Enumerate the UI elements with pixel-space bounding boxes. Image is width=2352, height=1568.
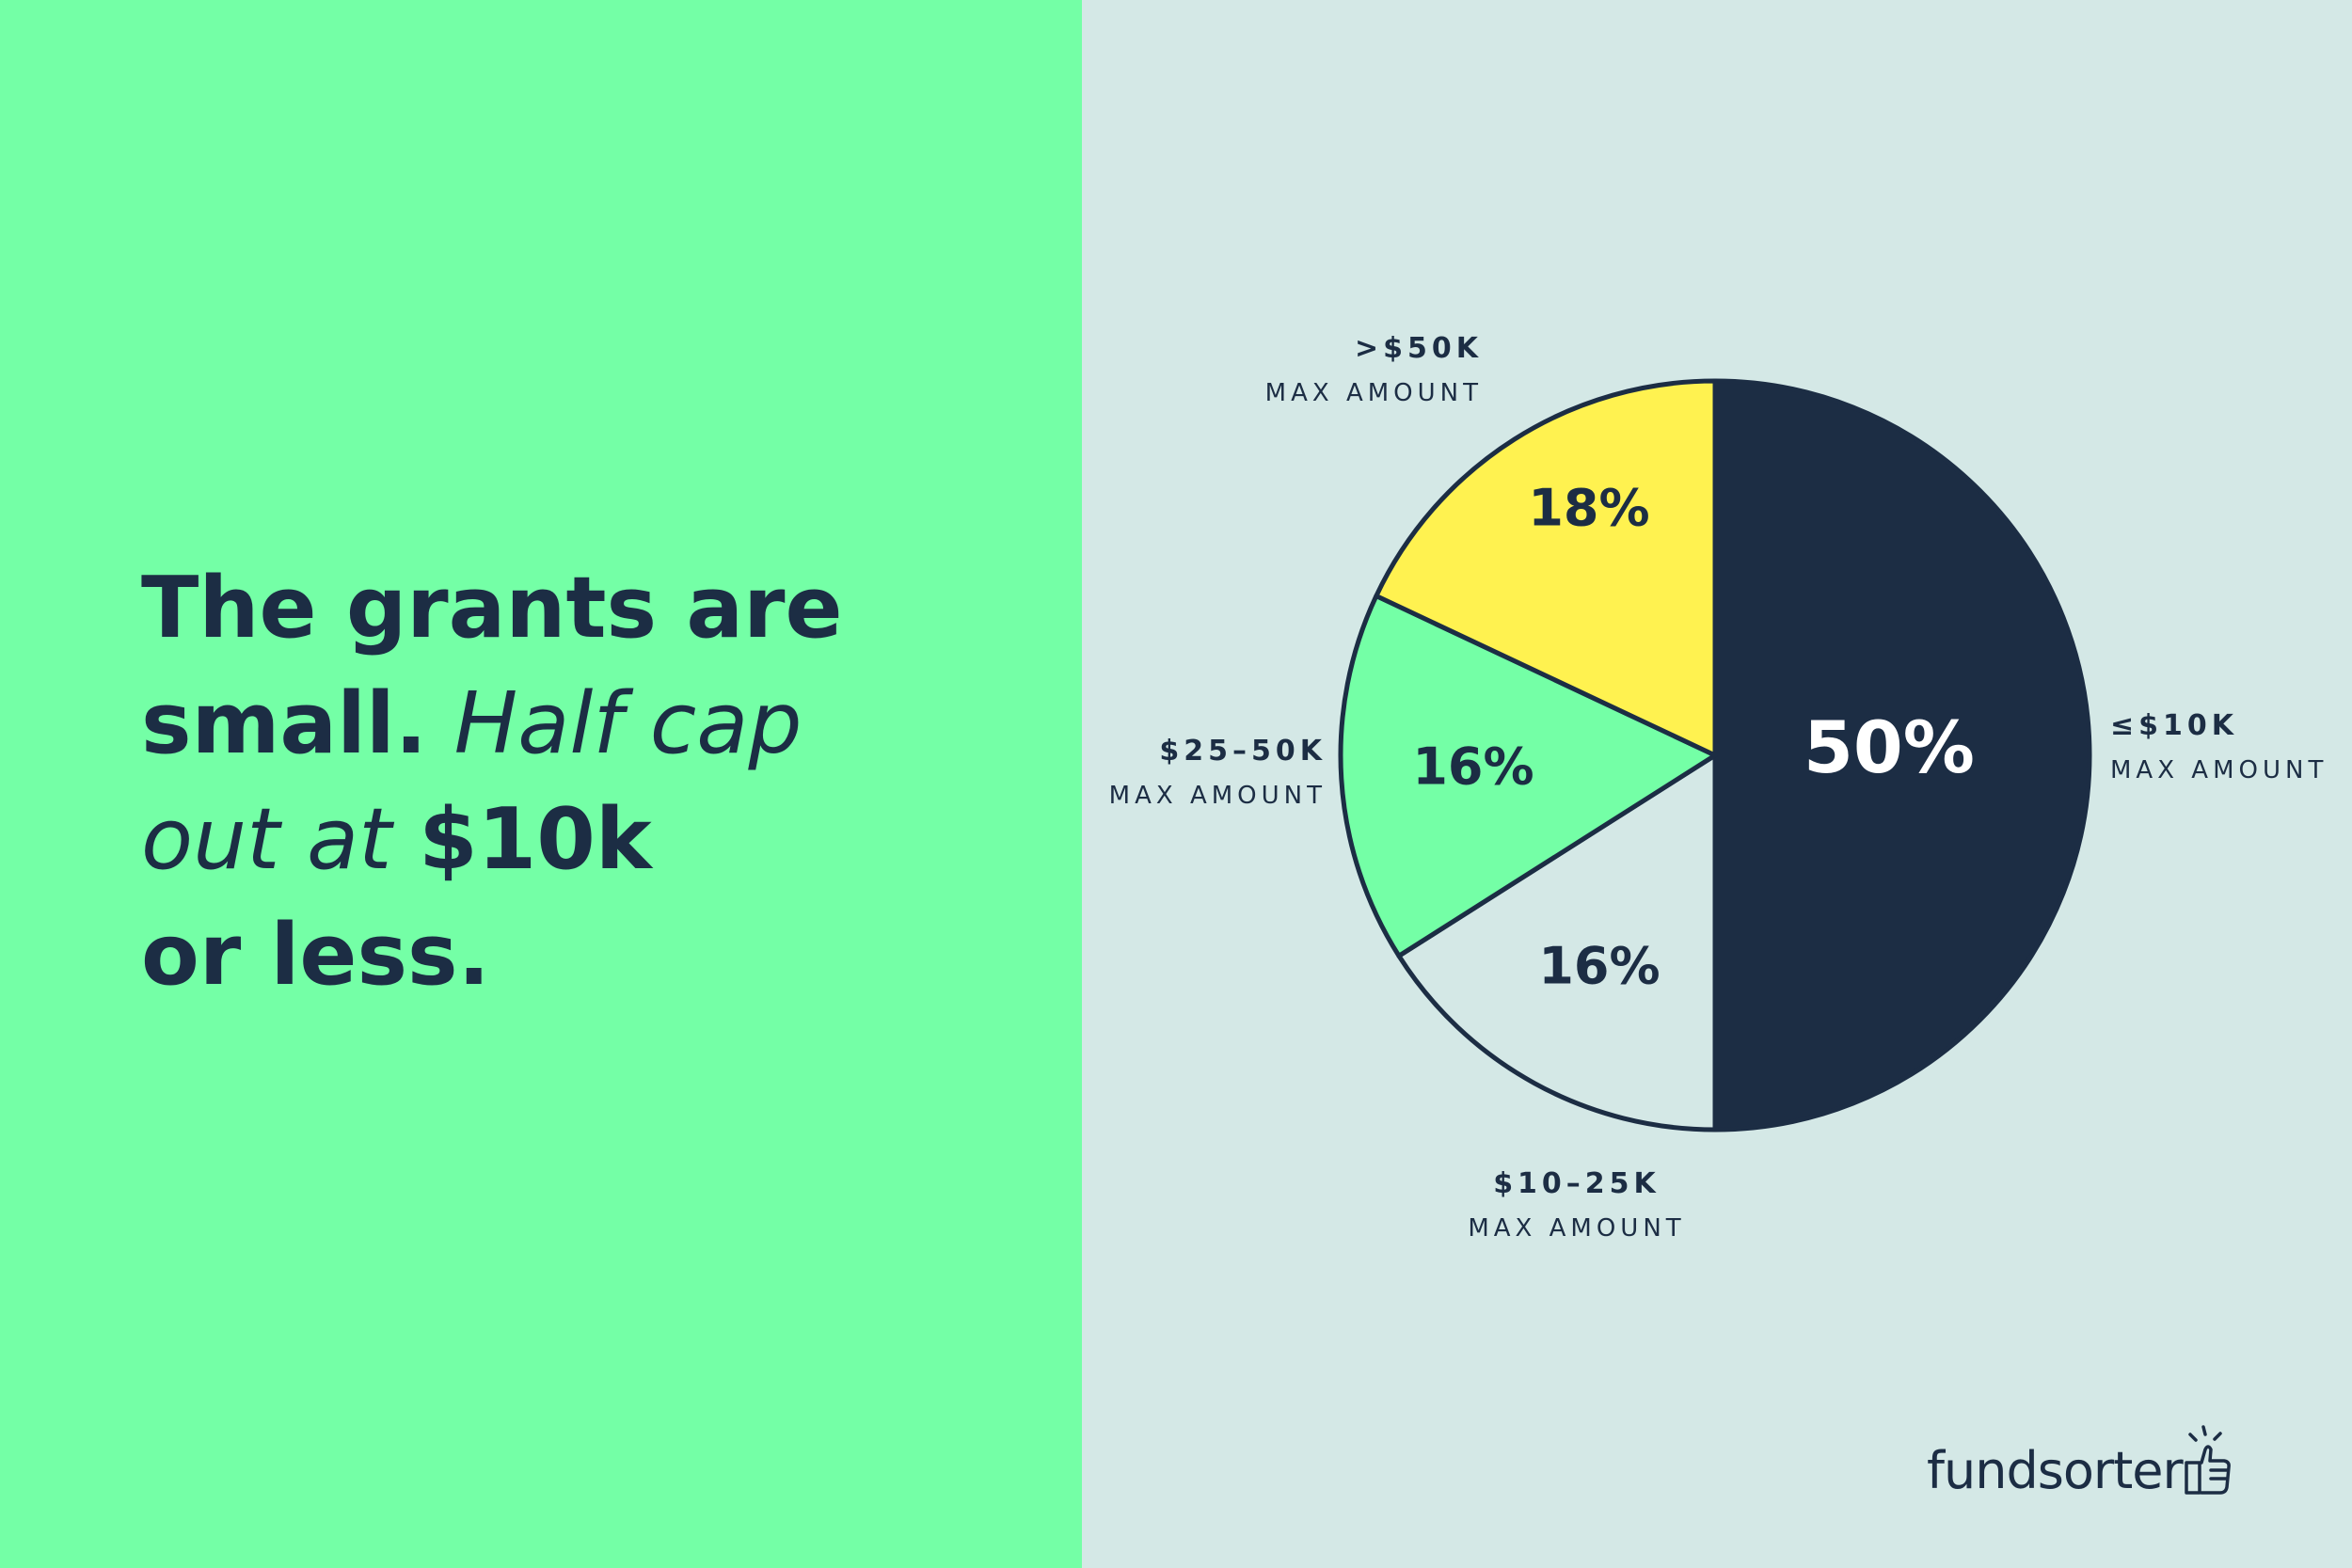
slice-percent-label: 16% (1538, 937, 1660, 996)
pie-slice-2 (1396, 752, 1718, 1132)
pie-slice-4 (1374, 378, 1718, 758)
headline-line3-bold: $10k (419, 790, 652, 889)
category-label: $25–50K (1159, 735, 1327, 768)
headline-line1: The grants are (141, 559, 843, 657)
category-label: $10–25K (1493, 1167, 1661, 1200)
headline-line3-light: out at (141, 790, 420, 889)
headline-line2-bold: small. (141, 674, 427, 773)
category-sublabel: MAX AMOUNT (1468, 1214, 1685, 1243)
fundsorter-logo: fundsorter (1927, 1425, 2239, 1500)
logo-text: fundsorter (1927, 1441, 2184, 1500)
headline-line4: or less. (141, 906, 490, 1005)
slice-percent-label: 16% (1412, 737, 1534, 797)
slice-percent-label: 50% (1804, 705, 1975, 789)
category-label: >$50K (1355, 332, 1483, 365)
thumbs-up-icon (2184, 1425, 2231, 1495)
category-sublabel: MAX AMOUNT (1265, 379, 1483, 407)
category-label: ≤$10K (2110, 709, 2238, 742)
left-panel (0, 0, 1082, 1568)
category-sublabel: MAX AMOUNT (1109, 782, 1327, 810)
headline: The grants are small. Half cap out at $1… (141, 550, 988, 1013)
category-sublabel: MAX AMOUNT (2110, 756, 2328, 784)
pie-slice-1 (1712, 378, 2092, 1132)
headline-line2-light: Half cap (426, 674, 803, 773)
slice-percent-label: 18% (1528, 479, 1649, 538)
pie-slice-3 (1338, 594, 1718, 958)
